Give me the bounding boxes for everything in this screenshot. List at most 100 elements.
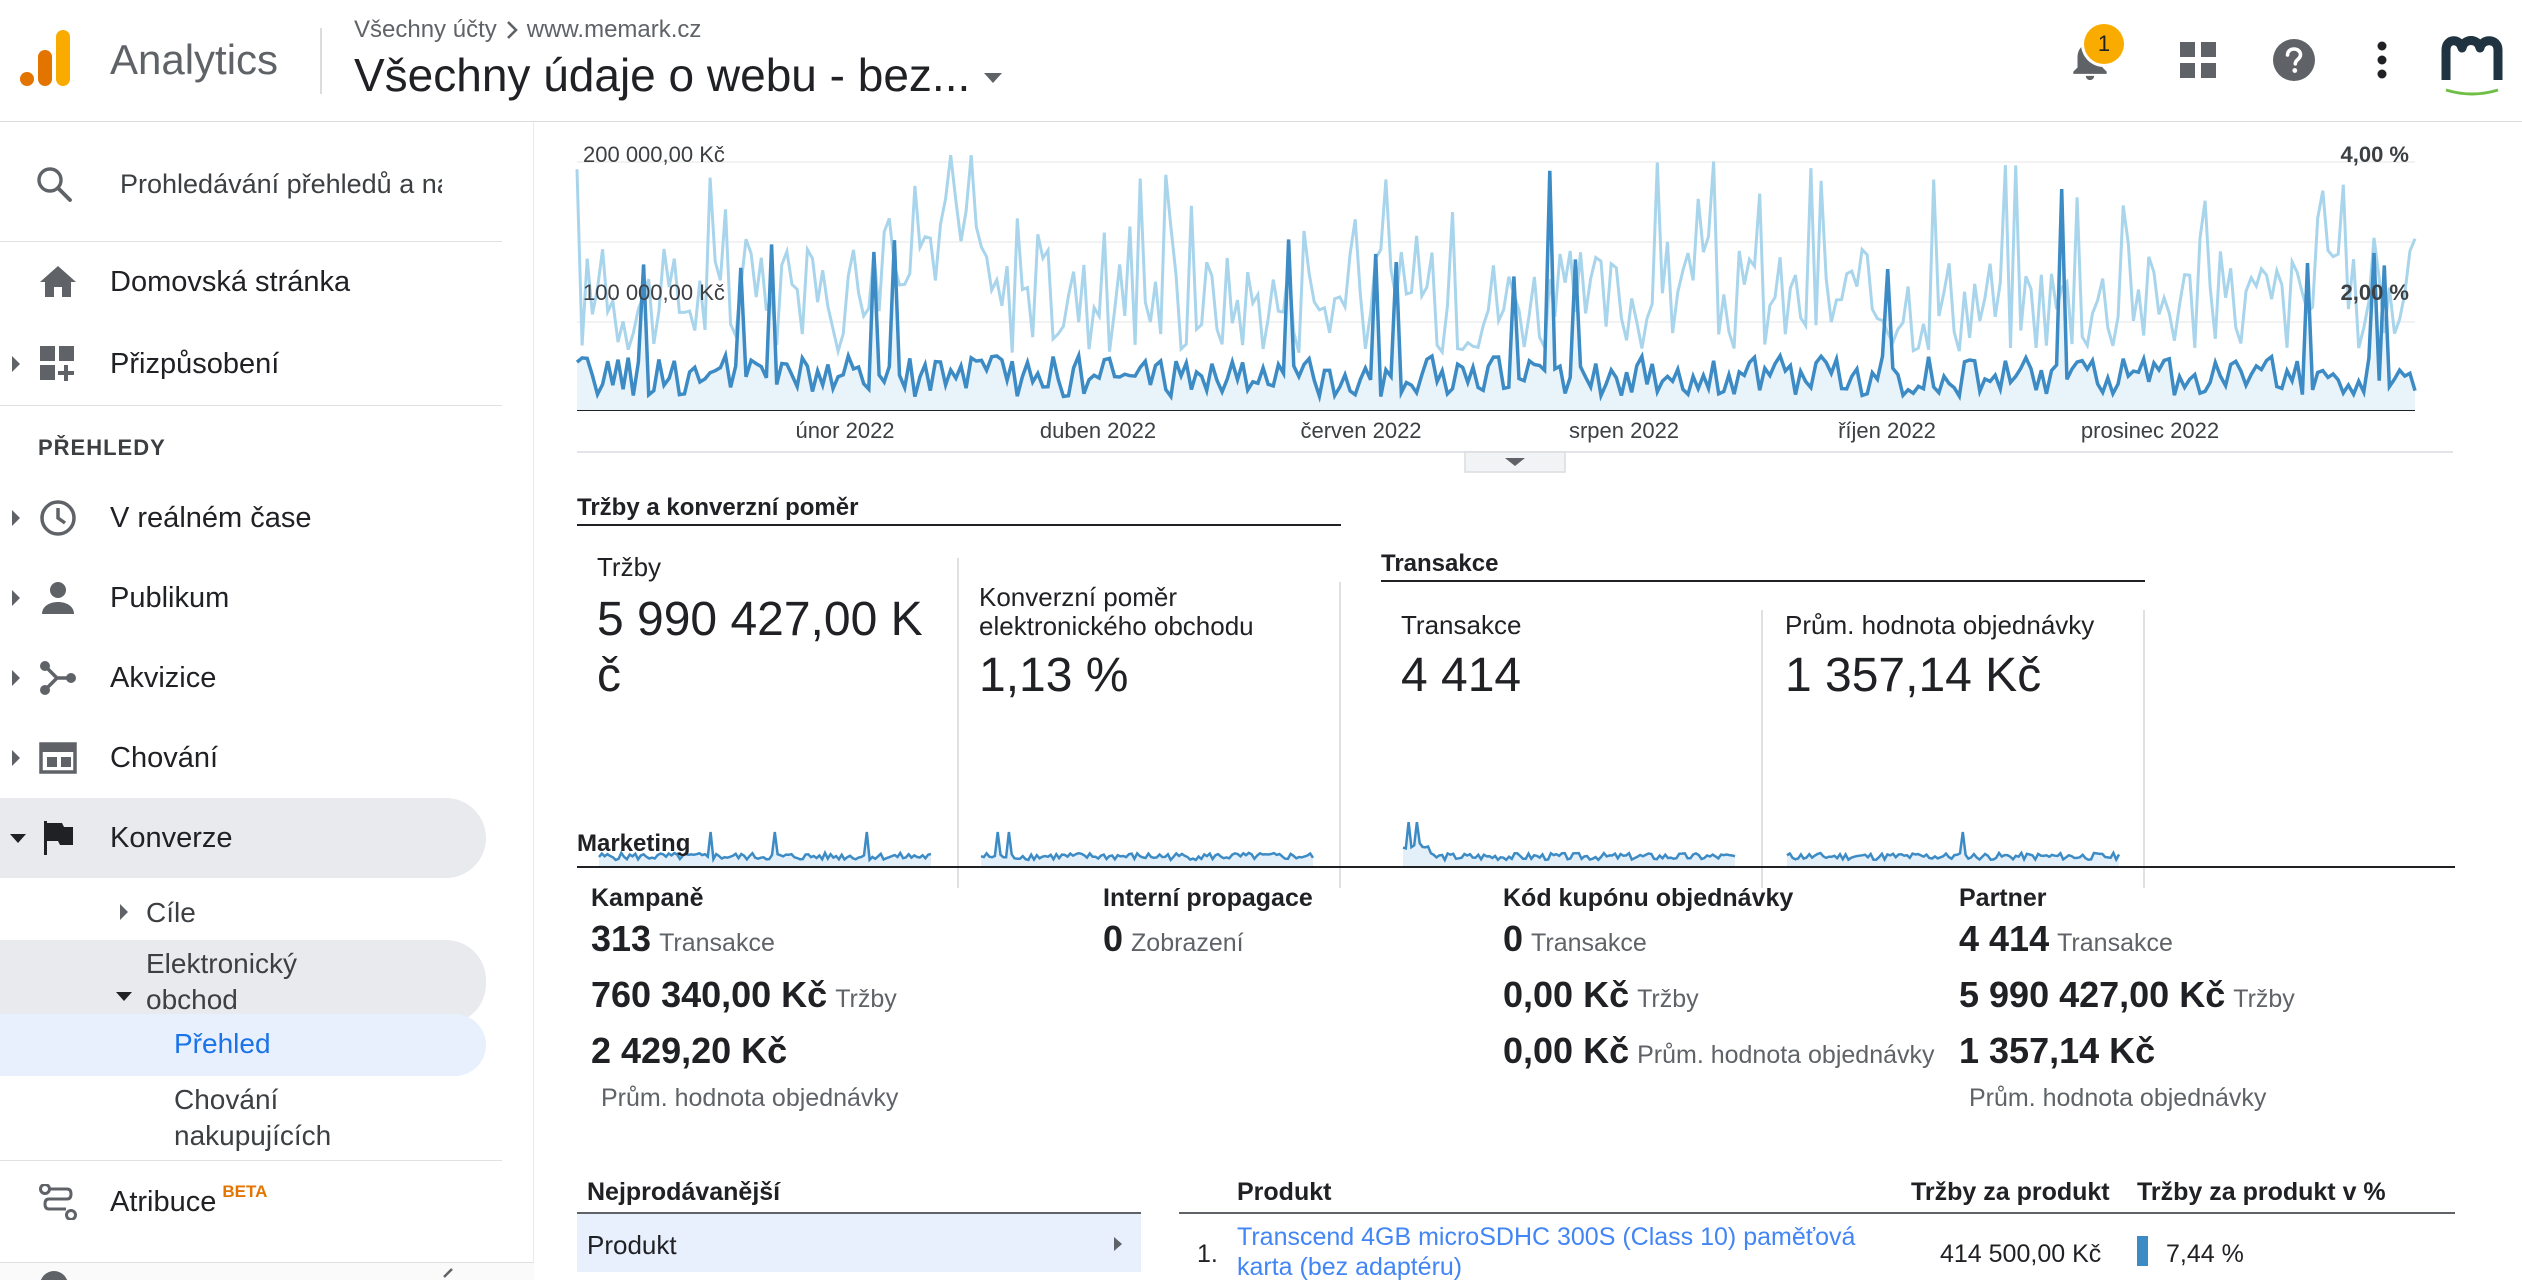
sidebar-item-acquisition[interactable]: Akvizice [0, 640, 486, 716]
revenue-section-title: Tržby a konverzní poměr [577, 494, 859, 521]
help-button[interactable] [2264, 30, 2324, 90]
marketing-internal-promotion[interactable]: Interní propagace 0 Zobrazení [1103, 884, 1483, 1004]
metric-unit: Prům. hodnota objednávky [1969, 1084, 2267, 1112]
collapse-arrow-icon [10, 834, 26, 843]
sparkline-line [1786, 831, 2121, 863]
active-nav-background [0, 798, 486, 878]
view-selector[interactable]: Všechny údaje o webu - bez... [354, 48, 1003, 102]
kpi-value: 1 357,14 Kč [1785, 649, 2042, 702]
kpi-value: 4 414 [1401, 649, 1522, 702]
revenue-sparkline [598, 831, 932, 868]
report-search [0, 122, 502, 242]
sidebar-item-attribution[interactable]: Atribuce BETA [0, 1164, 486, 1240]
sidebar-item-label: Přehled [174, 1028, 271, 1059]
table-row: 1. Transcend 4GB microSDHC 300S (Class 1… [1179, 1222, 2455, 1280]
home-icon [38, 262, 78, 302]
breadcrumb-account[interactable]: Všechny účty [354, 16, 497, 43]
sparkline-area [981, 832, 1313, 868]
kpi-conversion-rate[interactable]: Konverzní poměr elektronického obchodu 1… [975, 582, 1355, 892]
sidebar-item-label: obchod [146, 984, 238, 1015]
sidebar-item-customization[interactable]: Přizpůsobení [0, 326, 486, 402]
apps-button[interactable] [2168, 30, 2228, 90]
sidebar-item-shopping-behavior[interactable]: Chování nakupujících [0, 1078, 486, 1162]
aov-sparkline [1786, 831, 2121, 868]
sidebar-item-realtime[interactable]: V reálném čase [0, 480, 486, 556]
breadcrumb-property[interactable]: www.memark.cz [526, 16, 702, 43]
attribution-label: Atribuce [110, 1185, 217, 1218]
sidebar-item-audience[interactable]: Publikum [0, 560, 486, 636]
kpi-value: 1,13 % [979, 649, 1129, 702]
sidebar-item-label: Chování [174, 1084, 279, 1115]
clock-icon [38, 498, 78, 538]
help-icon [2273, 39, 2315, 81]
sidebar-item-ecommerce[interactable]: Elektronický obchod [0, 940, 486, 1024]
internal-views: 0 Zobrazení [1103, 918, 1244, 960]
flag-icon [38, 818, 78, 858]
x-tick-label: prosinec 2022 [2081, 418, 2219, 443]
col-header-revenue[interactable]: Tržby za produkt [1911, 1178, 2110, 1206]
sidebar-item-overview[interactable]: Přehled [0, 1014, 486, 1076]
account-avatar[interactable] [2440, 24, 2504, 96]
marketing-head: Interní propagace [1103, 884, 1313, 912]
sidebar-item-goals[interactable]: Cíle [0, 888, 486, 938]
top-sellers-dimension-product[interactable]: Produkt [577, 1214, 1141, 1272]
chevron-down-icon [1505, 458, 1525, 466]
breadcrumb[interactable]: Všechny účty www.memark.cz [354, 16, 701, 44]
metric-unit: Prům. hodnota objednávky [1637, 1041, 1935, 1069]
metric-unit: Tržby [2233, 985, 2295, 1013]
more-vert-icon [2377, 41, 2387, 79]
kpi-transactions[interactable]: Transakce 4 414 [1381, 610, 1761, 890]
product-link[interactable]: Transcend 4GB microSDHC 300S (Class 10) … [1237, 1223, 1856, 1251]
marketing-section-title: Marketing [577, 830, 691, 857]
dimension-label: Produkt [587, 1230, 677, 1260]
affiliate-revenue: 5 990 427,00 Kč Tržby [1959, 974, 2295, 1016]
x-tick-label: únor 2022 [795, 418, 894, 443]
kpi-divider [1339, 582, 1341, 888]
header-divider [320, 28, 322, 94]
settings-gear-icon[interactable] [36, 1267, 72, 1280]
trend-line-chart[interactable]: 200 000,00 Kč 100 000,00 Kč 4,00 % 2,00 % ún… [535, 122, 2522, 482]
section-underline [1381, 580, 2145, 582]
marketing-head: Kampaně [591, 884, 704, 912]
chevron-right-icon [1114, 1237, 1122, 1251]
expand-arrow-icon [12, 670, 20, 686]
col-header-revenue-pct[interactable]: Tržby za produkt v % [2137, 1178, 2386, 1206]
product-link-cont[interactable]: karta (bez adaptéru) [1237, 1253, 1463, 1280]
marketing-coupon-code[interactable]: Kód kupónu objednávky 0 Transakce 0,00 Kč… [1503, 884, 1973, 1124]
sidebar-item-label: Konverze [110, 821, 233, 854]
sidebar-divider [0, 1160, 502, 1161]
more-options-button[interactable] [2352, 30, 2412, 90]
marketing-campaigns[interactable]: Kampaně 313 Transakce 760 340,00 Kč Tržby … [591, 884, 1071, 1244]
metric-value: 0 [1503, 918, 1524, 959]
sidebar-item-label: Publikum [110, 581, 230, 614]
kpi-revenue[interactable]: Tržby 5 990 427,00 K č [577, 552, 977, 892]
search-icon [37, 167, 72, 202]
section-label-reports: PŘEHLEDY [38, 435, 166, 460]
chevron-right-icon [506, 21, 518, 39]
collapse-sidebar-icon[interactable] [440, 1265, 456, 1280]
col-header-product[interactable]: Produkt [1237, 1178, 1332, 1206]
active-nav-background [0, 940, 486, 1024]
sidebar-item-behavior[interactable]: Chování [0, 720, 486, 796]
kpi-divider [957, 558, 959, 888]
kpi-label: Tržby [597, 552, 662, 582]
sidebar-item-label: Cíle [146, 897, 196, 928]
kpi-avg-order-value[interactable]: Prům. hodnota objednávky 1 357,14 Kč [1781, 610, 2161, 890]
metric-unit: Tržby [1637, 985, 1699, 1013]
marketing-affiliate[interactable]: Partner 4 414 Transakce 5 990 427,00 Kč Tr… [1959, 884, 2439, 1144]
analytics-logo-icon[interactable] [18, 28, 78, 90]
campaign-aov: 2 429,20 Kč [591, 1030, 788, 1071]
sidebar-item-label: V reálném čase [110, 501, 312, 534]
main-content: 200 000,00 Kč 100 000,00 Kč 4,00 % 2,00 % ún… [535, 122, 2522, 1280]
sidebar-item-conversions[interactable]: Konverze [0, 800, 486, 876]
kpi-label: Prům. hodnota objednávky [1785, 610, 2095, 640]
sparkline-area [1787, 832, 2119, 868]
metric-unit: Transakce [1531, 929, 1647, 957]
sidebar-item-label: Přizpůsobení [110, 347, 280, 380]
sidebar-item-label: nakupujících [174, 1120, 332, 1151]
report-search-input[interactable] [120, 162, 442, 206]
metric-value: 5 990 427,00 Kč [1959, 974, 2226, 1015]
view-title: Všechny údaje o webu - bez... [354, 49, 971, 101]
sidebar-item-home[interactable]: Domovská stránka [0, 244, 486, 320]
table-divider [577, 1212, 1141, 1214]
